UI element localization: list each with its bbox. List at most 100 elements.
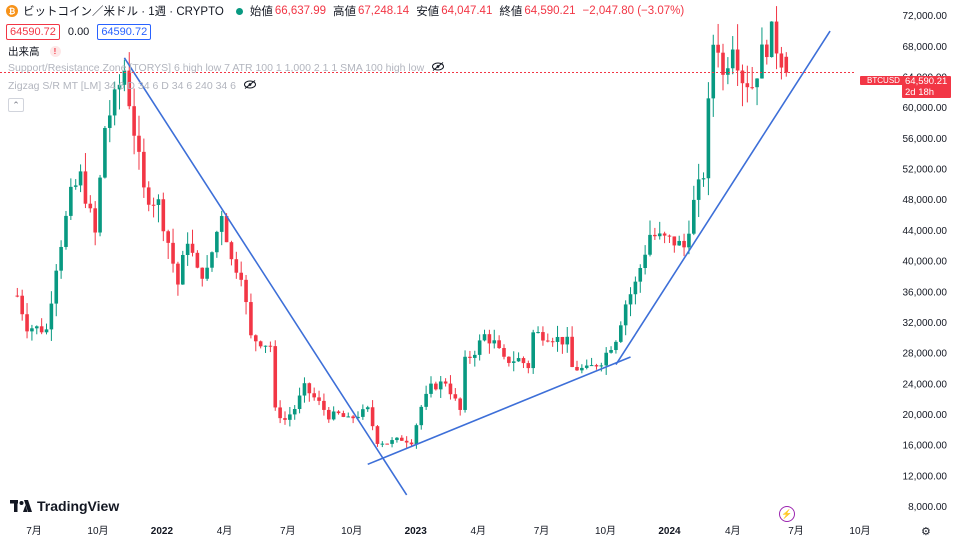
- zigzag-indicator-row[interactable]: Zigzag S/R MT [LM] 34 6 D 34 6 D 34 6 24…: [8, 80, 257, 92]
- candle-body: [453, 394, 458, 399]
- open-label: 始値: [249, 6, 273, 18]
- candle-body: [288, 414, 292, 420]
- symbol-title[interactable]: ビットコイン／米ドル · 1週 · CRYPTO: [23, 6, 224, 18]
- last-price-symbol-tag: BTCUSD: [860, 76, 907, 85]
- warning-icon[interactable]: !: [49, 46, 61, 57]
- candle-body: [69, 186, 73, 216]
- candle-body: [302, 383, 307, 396]
- candle-body: [234, 259, 239, 273]
- candle-body: [526, 363, 531, 369]
- candle-body: [774, 21, 779, 54]
- candle-body: [78, 171, 83, 186]
- candle-body: [589, 365, 594, 367]
- price-tick-label: 52,000.00: [903, 165, 948, 176]
- candle-body: [375, 426, 380, 444]
- candle-body: [361, 409, 365, 417]
- candle-body: [614, 341, 618, 351]
- candle-body: [633, 281, 638, 295]
- settings-gear-icon[interactable]: ⚙: [921, 526, 931, 538]
- candle-body: [98, 177, 102, 233]
- time-tick-label: 10月: [87, 525, 108, 537]
- time-tick-label: 2023: [405, 526, 428, 537]
- time-axis: 7月 10月 2022 4月 7月 10月 2023 4月 7月 10月 2024 4月 7月 10月: [26, 525, 870, 537]
- candle-body: [283, 418, 287, 420]
- price-tick-label: 68,000.00: [903, 42, 948, 53]
- candle-body: [536, 332, 540, 334]
- candle-body: [599, 365, 604, 367]
- candle-body: [580, 367, 584, 371]
- candle-body: [711, 44, 716, 99]
- candle-body: [716, 44, 720, 53]
- time-tick-label: 7月: [788, 525, 804, 537]
- tradingview-logo-icon: [10, 500, 32, 512]
- support-resistance-indicator-row[interactable]: Support/Resistance Zone [TORYS] 6 high l…: [8, 62, 445, 74]
- candle-body: [472, 354, 477, 358]
- candle-body: [429, 383, 433, 394]
- candle-body: [263, 345, 268, 347]
- candle-body: [482, 334, 487, 341]
- high-value: 67,248.14: [358, 5, 410, 17]
- candle-body: [370, 407, 375, 427]
- candle-body: [424, 393, 428, 407]
- candle-body: [730, 49, 735, 69]
- collapse-legend-button[interactable]: ⌃: [8, 98, 24, 112]
- candle-body: [39, 326, 44, 333]
- candle-body: [297, 395, 302, 410]
- hidden-eye-icon[interactable]: [244, 80, 257, 92]
- candle-body: [253, 335, 258, 342]
- candle-body: [244, 279, 248, 303]
- candle-body: [638, 268, 643, 282]
- price-tick-label: 16,000.00: [903, 441, 948, 452]
- candle-body: [112, 89, 117, 116]
- candle-body: [103, 127, 107, 178]
- sell-price-box[interactable]: 64590.72: [6, 24, 60, 40]
- candle-body: [146, 187, 151, 205]
- candle-body: [458, 398, 462, 410]
- last-price-value: 64,590.21: [905, 76, 948, 87]
- candle-body: [541, 332, 545, 341]
- time-tick-label: 4月: [217, 525, 233, 537]
- candle-body: [618, 325, 623, 342]
- candle-body: [594, 365, 599, 367]
- price-tick-label: 32,000.00: [903, 318, 948, 329]
- candle-body: [200, 267, 205, 279]
- candle-body: [292, 409, 297, 415]
- candle-body: [127, 70, 132, 107]
- candle-body: [521, 358, 526, 364]
- time-tick-label: 7月: [280, 525, 296, 537]
- candle-body: [560, 336, 565, 345]
- candle-body: [336, 411, 341, 414]
- candle-body: [258, 341, 263, 347]
- candle-body: [351, 416, 355, 419]
- candle-body: [25, 314, 29, 332]
- candle-body: [438, 381, 443, 390]
- candle-body: [326, 409, 331, 420]
- time-tick-label: 10月: [849, 525, 870, 537]
- candle-body: [151, 204, 156, 206]
- candle-body: [122, 70, 127, 85]
- candle-body: [278, 407, 282, 419]
- candle-body: [740, 70, 745, 84]
- candle-body: [117, 84, 122, 90]
- candle-body: [755, 78, 759, 88]
- volume-indicator-row[interactable]: 出来高 !: [8, 44, 61, 59]
- candle-body: [44, 329, 49, 333]
- lightning-icon[interactable]: ⚡: [779, 506, 795, 522]
- buy-price-box[interactable]: 64590.72: [97, 24, 152, 40]
- candle-body: [224, 216, 229, 243]
- candle-body: [142, 151, 146, 188]
- candle-body: [341, 413, 346, 417]
- legend-header: ₿ ビットコイン／米ドル · 1週 · CRYPTO 始値 66,637.99 …: [6, 3, 691, 19]
- candle-body: [30, 328, 34, 332]
- tradingview-logo[interactable]: TradingView: [10, 498, 119, 514]
- change-value: −2,047.80 (−3.07%): [582, 5, 685, 17]
- hidden-eye-icon[interactable]: [432, 62, 445, 74]
- close-value: 64,590.21: [524, 5, 576, 17]
- time-tick-label: 10月: [595, 525, 616, 537]
- candle-body: [419, 406, 424, 426]
- price-tick-label: 24,000.00: [903, 379, 948, 390]
- price-tick-label: 44,000.00: [903, 226, 948, 237]
- candle-body: [706, 98, 711, 179]
- candle-body: [628, 294, 633, 305]
